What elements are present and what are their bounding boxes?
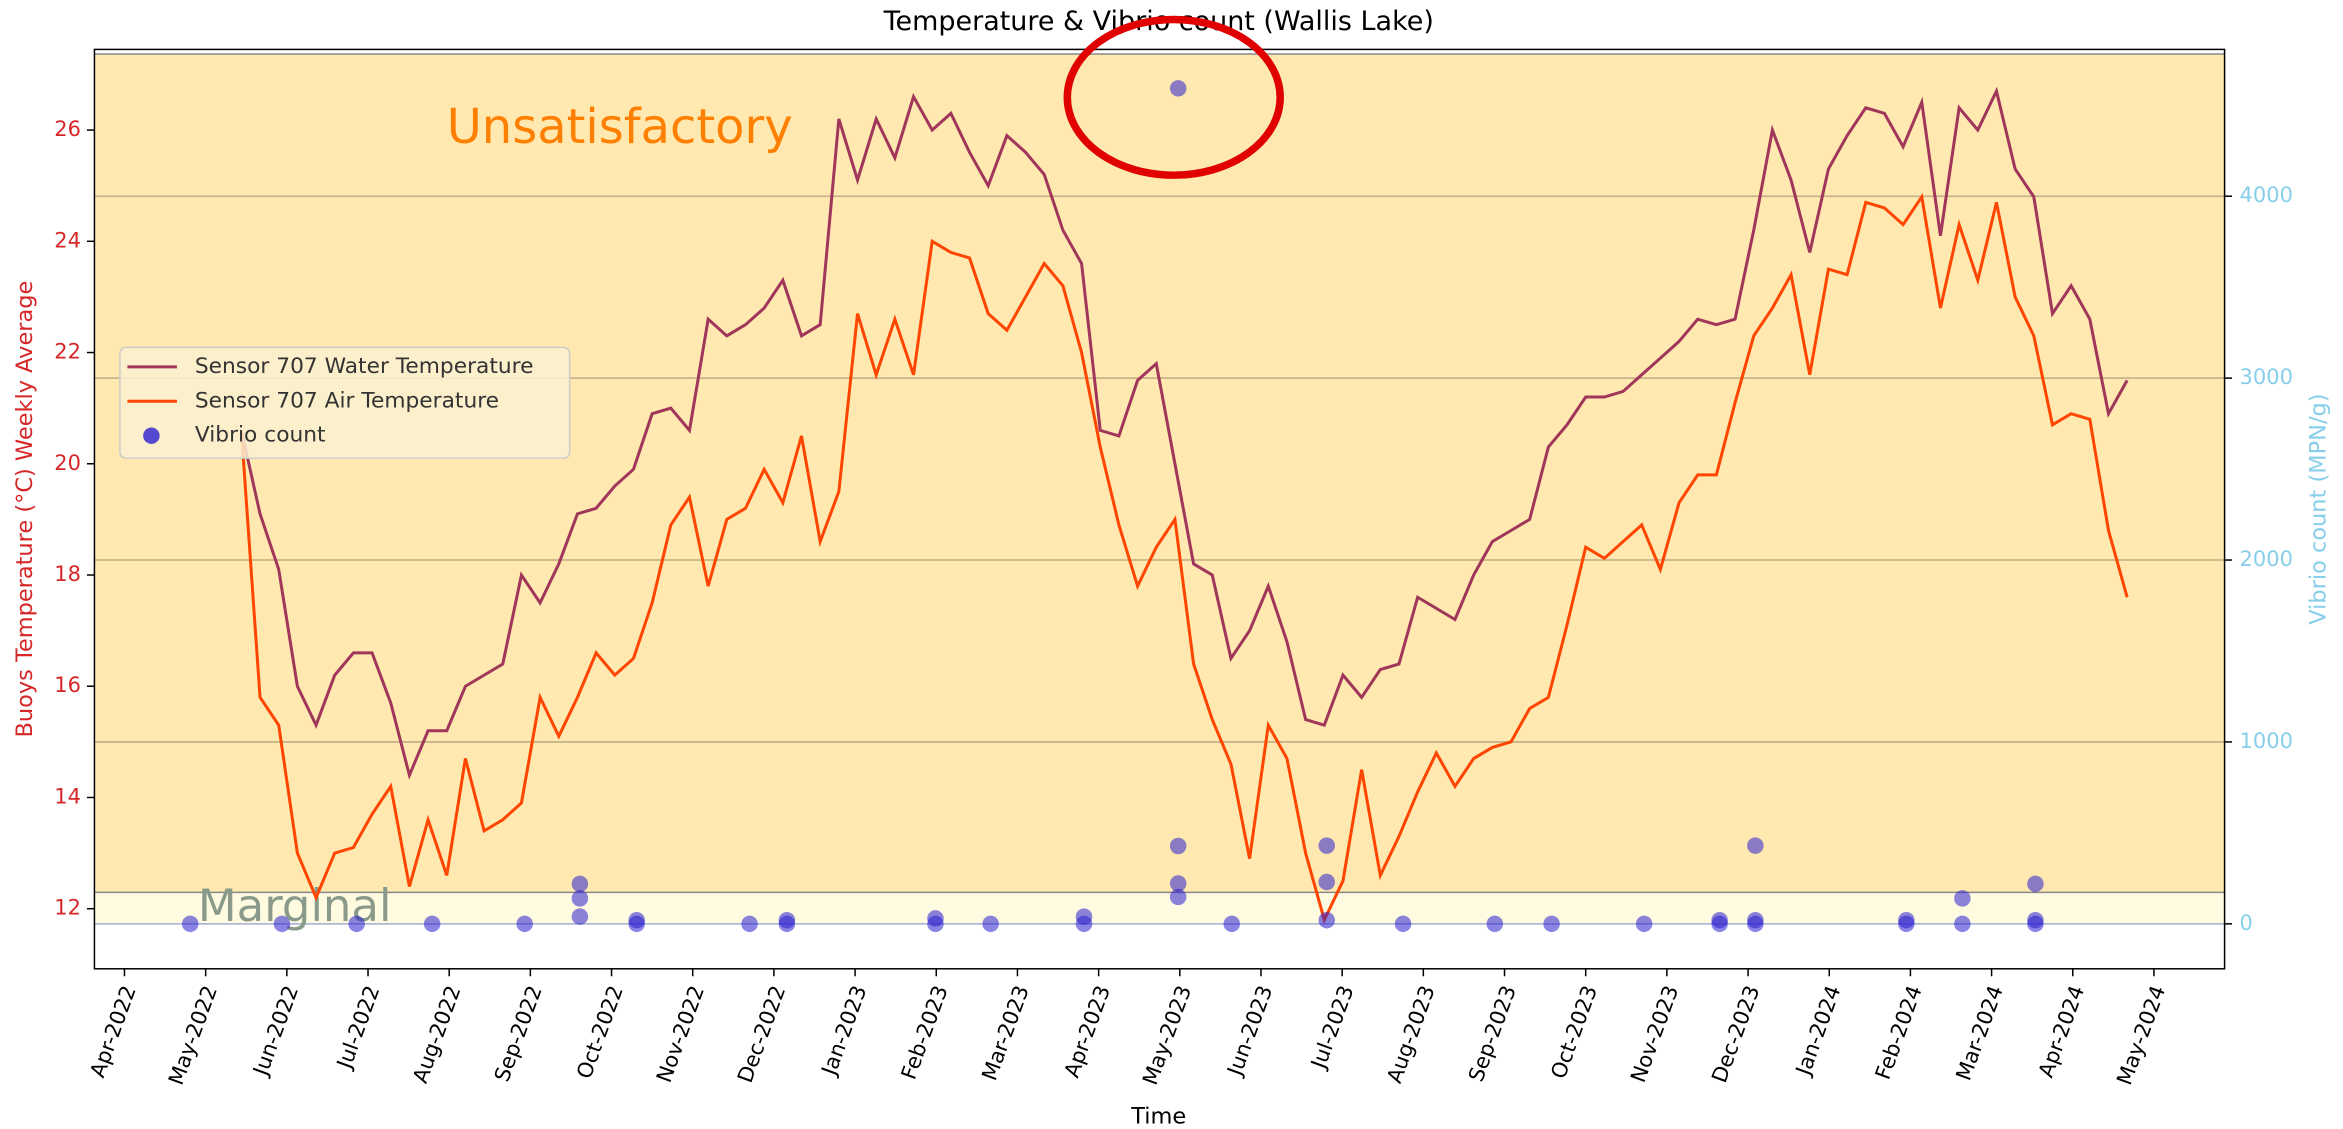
y2-tick-label: 4000 [2240,183,2293,207]
x-tick-label: Mar-2023 [977,982,1033,1083]
x-tick-label: Apr-2023 [1060,982,1115,1080]
x-tick-label: Jun-2022 [248,982,303,1080]
scatter-point [1169,80,1187,97]
y-tick-label: 18 [54,562,81,586]
x-tick-label: May-2022 [164,982,222,1088]
y-axis-label: Buoys Temperature (°C) Weekly Average [12,281,38,738]
scatter-point [273,915,291,933]
scatter-point [571,890,589,907]
highlight-circle [1063,15,1284,179]
scatter-point [1169,888,1187,906]
scatter-point [1318,837,1335,854]
scatter-point [423,915,441,933]
scatter-point [1394,915,1412,933]
y-tick-label: 26 [54,117,81,141]
scatter-point [1635,915,1653,933]
scatter-point [181,915,199,933]
scatter-point [516,915,533,933]
scatter-point [1954,890,1971,907]
scatter-point [571,875,589,893]
y-tick-label: 20 [54,451,81,475]
band [94,892,2225,924]
x-tick-label: Apr-2022 [85,982,140,1080]
x-tick-label: Nov-2023 [1626,982,1683,1085]
scatter-point [2027,875,2044,893]
y2-axis-label: Vibrio count (MPN/g) [2306,393,2332,624]
scatter-point [1318,873,1335,891]
y-tick-label: 16 [54,673,81,697]
scatter-point [741,915,758,933]
scatter-point [1711,911,1728,929]
x-tick-label: Dec-2022 [733,982,790,1086]
line [239,192,2129,925]
y2-tick-label: 1000 [2240,729,2293,753]
scatter-point [778,911,796,929]
legend-box [119,346,571,459]
y-tick-label: 22 [54,340,81,364]
scatter-point [2027,911,2044,929]
x-tick-label: Aug-2022 [408,982,465,1086]
scatter-point [348,915,365,933]
scatter-point [571,908,589,925]
legend-marker [143,427,160,444]
x-tick-label: Jan-2024 [1790,982,1845,1080]
scatter-point [1169,837,1187,855]
scatter-point [1075,908,1093,925]
scatter-point [1169,875,1187,892]
y2-tick-label: 2000 [2240,547,2293,571]
plot-frame [93,48,2226,970]
x-tick-label: Dec-2023 [1707,982,1764,1086]
x-tick-label: Oct-2022 [572,982,628,1081]
band [94,53,2225,893]
plot-area: 0 1000 2000 3000 4000 12 14 16 18 20 22 24 26 Apr-202… [54,15,2293,1088]
x-tick-label: Feb-2023 [896,982,952,1082]
scatter-point [1954,915,1971,933]
line [239,86,2129,780]
x-tick-label: Apr-2024 [2034,982,2089,1080]
x-tick-label: Sep-2022 [490,982,547,1085]
legend-label: Sensor 707 Air Temperature [195,388,499,413]
y2-tick-label: 3000 [2240,365,2293,389]
scatter-point [982,915,999,933]
x-tick-label: Oct-2023 [1546,982,1602,1081]
x-tick-label: Nov-2022 [652,982,709,1085]
x-tick-label: Jul-2022 [332,982,385,1073]
scatter-point [1318,911,1335,929]
scatter-point [1223,915,1241,933]
x-axis-label: Time [1130,1104,1186,1129]
x-tick-label: May-2023 [1138,982,1196,1088]
scatter-point [1898,911,1915,929]
legend-label: Vibrio count [195,423,326,448]
x-tick-label: Aug-2023 [1382,982,1439,1086]
scatter-point [1747,837,1764,854]
band-label: Unsatisfactory [447,100,793,155]
scatter-point [927,910,944,927]
legend-label: Sensor 707 Water Temperature [195,354,534,379]
x-tick-label: Feb-2024 [1871,982,1927,1082]
x-tick-label: Jan-2023 [816,982,871,1080]
x-tick-label: Sep-2023 [1464,982,1521,1085]
scatter-point [1747,911,1764,929]
scatter-point [628,911,645,929]
x-tick-label: Jul-2023 [1306,982,1359,1073]
y-tick-label: 12 [54,896,81,920]
x-tick-label: May-2024 [2112,982,2170,1088]
x-tick-label: Jun-2023 [1222,982,1277,1080]
y-tick-label: 14 [54,784,81,808]
scatter-point [1486,915,1504,933]
scatter-point [1543,915,1560,933]
y-tick-label: 24 [54,228,81,252]
y2-tick-label: 0 [2240,911,2253,935]
x-tick-label: Mar-2024 [1951,982,2007,1083]
